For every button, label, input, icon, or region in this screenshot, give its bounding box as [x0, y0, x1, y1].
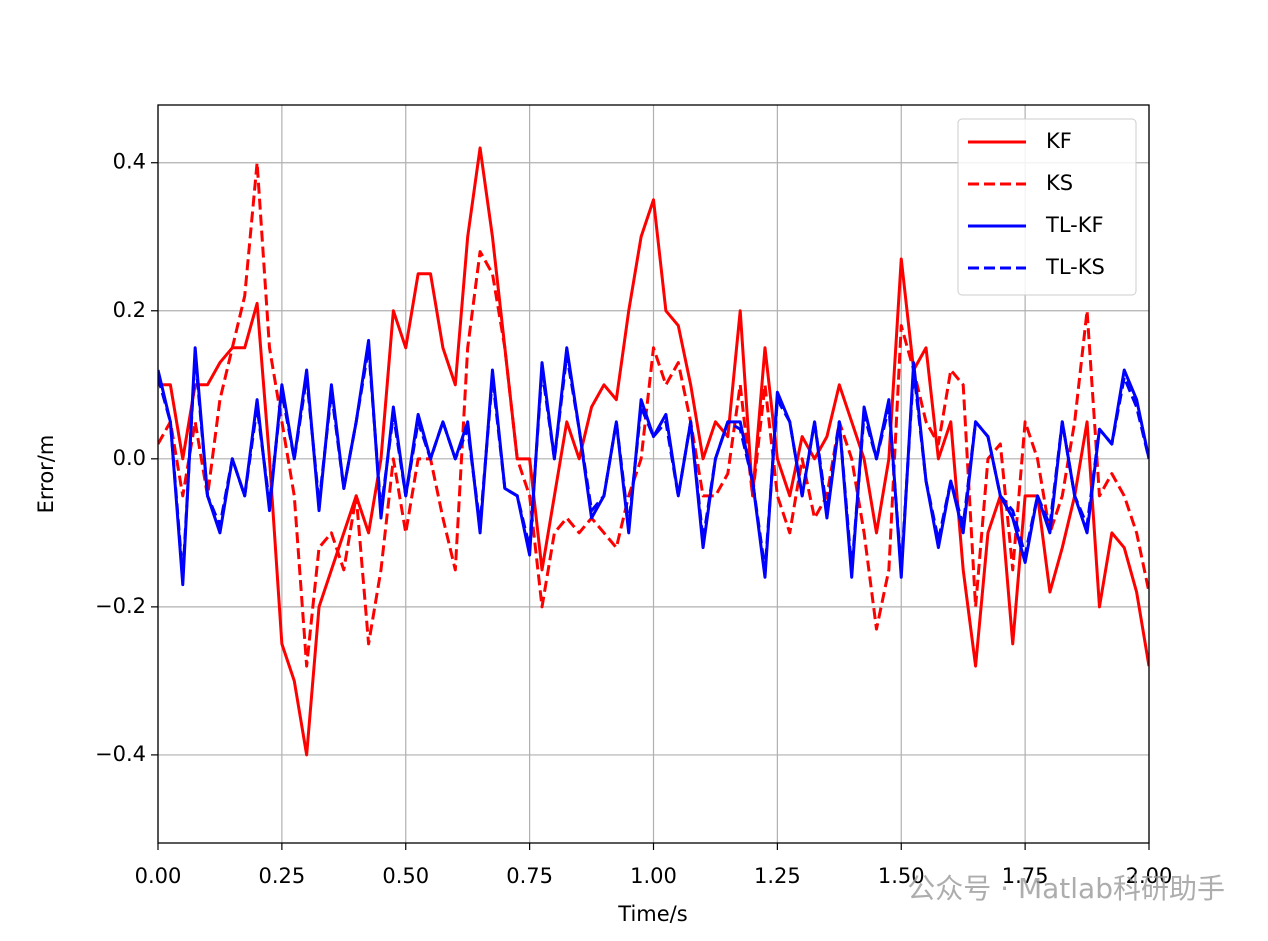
series-line: [158, 346, 1149, 579]
x-tick-label: 1.25: [754, 864, 801, 888]
legend-label: KF: [1046, 129, 1072, 153]
legend-label: TL-KF: [1045, 213, 1104, 237]
legend-box: [957, 118, 1137, 296]
y-tick-label: 0.0: [113, 446, 146, 470]
x-tick-label: 0.75: [506, 864, 553, 888]
x-tick-label: 1.50: [878, 864, 925, 888]
legend-label: TL-KS: [1045, 255, 1105, 279]
x-tick-label: 0.25: [258, 864, 305, 888]
legend-label: KS: [1046, 171, 1073, 195]
y-tick-label: 0.2: [113, 298, 146, 322]
plot-frame: [157, 104, 1150, 844]
x-tick-label: 0.50: [382, 864, 429, 888]
series-line: [158, 146, 1149, 757]
y-tick-label: 0.4: [113, 150, 146, 174]
y-axis-label: Error/m: [34, 435, 58, 514]
x-tick-label: 1.00: [630, 864, 677, 888]
x-axis-label: Time/s: [617, 902, 687, 926]
x-tick-label: 0.00: [135, 864, 182, 888]
y-tick-label: −0.2: [95, 594, 146, 618]
x-tick-label: 1.75: [1002, 864, 1049, 888]
x-tick-label: 2.00: [1126, 864, 1173, 888]
y-tick-label: −0.4: [95, 742, 146, 766]
watermark: 公众号 · Matlab科研助手: [907, 872, 1225, 905]
series-line: [158, 161, 1149, 668]
